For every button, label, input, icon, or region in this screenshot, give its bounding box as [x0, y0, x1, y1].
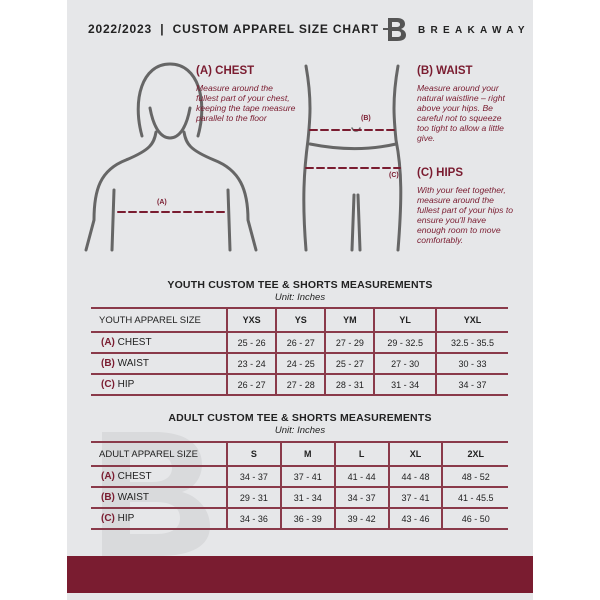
- table-cell: 41 - 45.5: [441, 487, 508, 509]
- adult-table-title: ADULT CUSTOM TEE & SHORTS MEASUREMENTS: [168, 412, 432, 424]
- measure-name: HIP: [117, 513, 135, 524]
- table-row: (A) CHEST 25 - 26 26 - 27 27 - 29 29 - 32.5 3…: [91, 332, 508, 354]
- chest-marker: (A): [157, 199, 167, 206]
- brand-logo-icon: [383, 18, 406, 41]
- footer-band: [67, 556, 533, 593]
- size-header: ADULT APPAREL SIZE: [91, 441, 227, 467]
- adult-size-table: ADULT APPAREL SIZE S M L XL 2XL (A) CHEST 34 - …: [91, 441, 508, 530]
- measure-label: (B) WAIST: [91, 353, 227, 375]
- measure-label: (A) CHEST: [91, 332, 227, 354]
- size-column-header: YS: [275, 307, 326, 333]
- measure-code: (C): [101, 513, 115, 524]
- brand-name: BREAKAWAY: [418, 25, 530, 36]
- size-column-header: S: [226, 441, 281, 467]
- waist-description: Measure around your natural waistline – …: [417, 83, 505, 143]
- measure-code: (C): [101, 379, 115, 390]
- table-cell: 31 - 34: [373, 374, 436, 396]
- measure-label: (A) CHEST: [91, 466, 227, 488]
- table-cell: 34 - 37: [333, 487, 389, 509]
- table-cell: 24 - 25: [275, 353, 326, 375]
- table-row: (C) HIP 34 - 36 36 - 39 39 - 42 43 - 46 46 - …: [91, 508, 508, 530]
- table-cell: 27 - 29: [324, 332, 375, 354]
- size-column-header: M: [279, 441, 335, 467]
- chest-description: Measure around the fullest part of your …: [196, 83, 296, 123]
- size-column-header: 2XL: [441, 441, 508, 467]
- size-header: YOUTH APPAREL SIZE: [91, 307, 227, 333]
- hips-description: With your feet together, measure around …: [417, 185, 514, 245]
- table-cell: 37 - 41: [387, 487, 443, 509]
- table-cell: 46 - 50: [441, 508, 508, 530]
- table-cell: 29 - 31: [226, 487, 281, 509]
- youth-table-title: YOUTH CUSTOM TEE & SHORTS MEASUREMENTS: [167, 279, 433, 291]
- size-column-header: YXS: [225, 307, 277, 333]
- waist-marker: (B): [361, 115, 371, 122]
- waist-heading: (B) WAIST: [417, 65, 473, 77]
- table-cell: 31 - 34: [279, 487, 335, 509]
- measure-code: (B): [101, 358, 115, 369]
- lower-body-outline: [302, 64, 403, 252]
- table-cell: 34 - 36: [226, 508, 281, 530]
- body-illustrations: [84, 62, 403, 252]
- measure-code: (A): [101, 337, 115, 348]
- table-row: (A) CHEST 34 - 37 37 - 41 41 - 44 44 - 48 48 …: [91, 466, 508, 488]
- table-cell: 34 - 37: [226, 466, 281, 488]
- size-column-header: XL: [387, 441, 443, 467]
- table-row: (C) HIP 26 - 27 27 - 28 28 - 31 31 - 34 34 - …: [91, 374, 508, 396]
- hip-marker: (C): [389, 172, 399, 179]
- table-cell: 43 - 46: [387, 508, 443, 530]
- measure-name: WAIST: [117, 492, 149, 503]
- table-row: (B) WAIST 29 - 31 31 - 34 34 - 37 37 - 41 41 …: [91, 487, 508, 509]
- table-cell: 39 - 42: [333, 508, 389, 530]
- page-title: 2022/2023 | CUSTOM APPAREL SIZE CHART: [88, 22, 379, 36]
- table-header-row: YOUTH APPAREL SIZE YXS YS YM YL YXL: [91, 307, 508, 333]
- measure-label: (C) HIP: [91, 374, 227, 396]
- table-cell: 25 - 26: [225, 332, 277, 354]
- measure-name: HIP: [117, 379, 135, 390]
- measure-name: WAIST: [117, 358, 149, 369]
- table-row: (B) WAIST 23 - 24 24 - 25 25 - 27 27 - 30 30 …: [91, 353, 508, 375]
- table-cell: 26 - 27: [275, 332, 326, 354]
- table-cell: 48 - 52: [441, 466, 508, 488]
- measure-code: (A): [101, 471, 115, 482]
- size-column-header: YL: [373, 307, 436, 333]
- table-cell: 30 - 33: [434, 353, 508, 375]
- table-cell: 44 - 48: [387, 466, 443, 488]
- youth-unit: Unit: Inches: [274, 292, 326, 303]
- table-cell: 34 - 37: [434, 374, 508, 396]
- youth-size-table: YOUTH APPAREL SIZE YXS YS YM YL YXL (A) CHEST 2…: [91, 307, 508, 396]
- table-cell: 23 - 24: [225, 353, 277, 375]
- table-cell: 32.5 - 35.5: [434, 332, 508, 354]
- measure-label: (C) HIP: [91, 508, 227, 530]
- size-column-header: L: [333, 441, 389, 467]
- table-cell: 25 - 27: [324, 353, 375, 375]
- measure-code: (B): [101, 492, 115, 503]
- measure-name: CHEST: [117, 337, 152, 348]
- size-column-header: YXL: [434, 307, 508, 333]
- table-cell: 28 - 31: [324, 374, 375, 396]
- size-column-header: YM: [324, 307, 375, 333]
- measure-label: (B) WAIST: [91, 487, 227, 509]
- chest-heading: (A) CHEST: [196, 65, 255, 77]
- table-cell: 36 - 39: [279, 508, 335, 530]
- measure-name: CHEST: [117, 471, 152, 482]
- hips-heading: (C) HIPS: [417, 167, 463, 179]
- table-header-row: ADULT APPAREL SIZE S M L XL 2XL: [91, 441, 508, 467]
- table-cell: 26 - 27: [225, 374, 277, 396]
- table-cell: 37 - 41: [279, 466, 335, 488]
- table-cell: 41 - 44: [333, 466, 389, 488]
- table-cell: 27 - 30: [373, 353, 436, 375]
- adult-unit: Unit: Inches: [274, 425, 326, 436]
- table-cell: 29 - 32.5: [373, 332, 436, 354]
- table-cell: 27 - 28: [275, 374, 326, 396]
- upper-body-outline: [84, 62, 258, 252]
